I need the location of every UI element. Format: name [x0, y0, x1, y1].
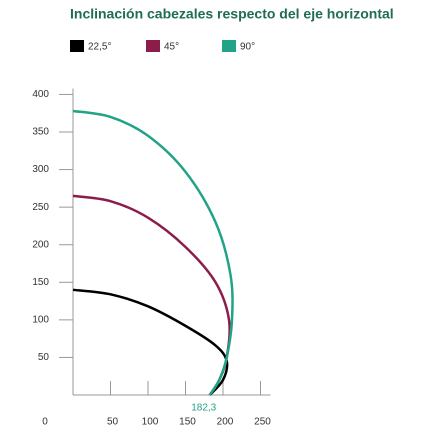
line — [72, 194, 231, 396]
x-tick-label: 0 — [42, 417, 48, 427]
y-tick-label: 350 — [32, 127, 49, 138]
line — [72, 109, 234, 396]
y-tick-label: 200 — [32, 239, 49, 250]
legend-label: 22,5° — [88, 42, 111, 53]
y-tick-label: 400 — [32, 89, 49, 100]
legend-swatch — [70, 40, 84, 52]
y-tick-label: 300 — [32, 164, 49, 175]
legend-swatch — [146, 40, 160, 52]
x-tick-label: 150 — [179, 417, 196, 427]
x-tick-label: 200 — [217, 417, 234, 427]
y-tick-label: 50 — [38, 352, 50, 363]
x-tick-label: 250 — [254, 417, 271, 427]
legend-swatch — [222, 40, 236, 52]
legend-label: 90° — [240, 42, 255, 53]
chart-title: Inclinación cabezales respecto del eje h… — [70, 6, 394, 22]
line — [72, 288, 229, 396]
legend-label: 45° — [164, 42, 179, 53]
annotation: 182,3 — [191, 403, 216, 414]
y-tick-label: 250 — [32, 202, 49, 213]
y-tick-label: 100 — [32, 315, 49, 326]
x-tick-label: 50 — [107, 417, 119, 427]
x-tick-label: 100 — [142, 417, 159, 427]
y-tick-label: 150 — [32, 277, 49, 288]
